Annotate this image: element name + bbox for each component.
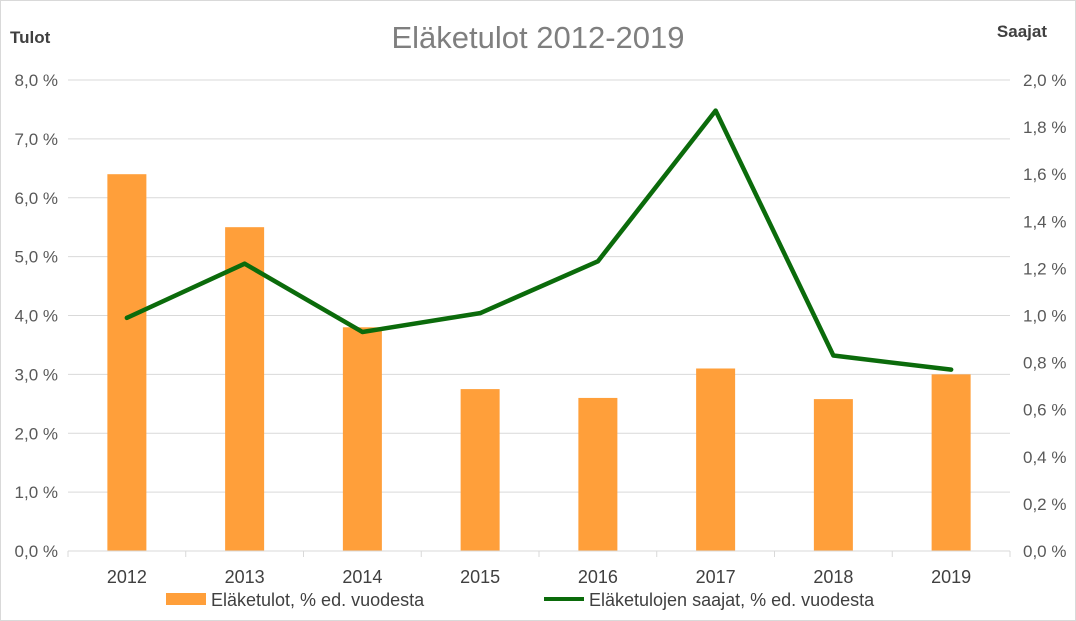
right-tick-label: 0,6 %: [1023, 401, 1066, 420]
left-tick-label: 5,0 %: [15, 248, 58, 267]
line-point: [124, 315, 129, 320]
right-tick-label: 1,2 %: [1023, 259, 1066, 278]
left-tick-label: 2,0 %: [15, 424, 58, 443]
series-line: [124, 108, 954, 372]
bar: [813, 399, 853, 551]
category-label: 2013: [225, 567, 265, 587]
left-tick-label: 7,0 %: [15, 130, 58, 149]
legend: Eläketulot, % ed. vuodesta Eläketulojen …: [166, 590, 875, 610]
bar: [342, 327, 382, 551]
chart-title: Eläketulot 2012-2019: [391, 20, 684, 55]
bar: [931, 374, 971, 551]
legend-line-label: Eläketulojen saajat, % ed. vuodesta: [589, 590, 875, 610]
bar: [696, 368, 736, 551]
right-tick-label: 1,6 %: [1023, 165, 1066, 184]
left-tick-label: 0,0 %: [15, 542, 58, 561]
line-point: [242, 261, 247, 266]
bar: [107, 174, 147, 551]
right-tick-label: 0,0 %: [1023, 542, 1066, 561]
left-axis-ticks: 0,0 % 1,0 % 2,0 % 3,0 % 4,0 % 5,0 % 6,0 % 7,0 %…: [15, 71, 58, 561]
category-label: 2012: [107, 567, 147, 587]
category-label: 2015: [460, 567, 500, 587]
bar: [225, 227, 265, 551]
right-axis-ticks: 0,0 % 0,2 % 0,4 % 0,6 % 0,8 % 1,0 % 1,2 % 1,4 %…: [1023, 71, 1066, 561]
left-axis-title: Tulot: [10, 28, 51, 47]
left-tick-label: 8,0 %: [15, 71, 58, 90]
category-label: 2014: [342, 567, 382, 587]
line-series: [124, 108, 954, 372]
category-label: 2016: [578, 567, 618, 587]
left-tick-label: 3,0 %: [15, 365, 58, 384]
category-label: 2017: [696, 567, 736, 587]
category-labels: 2012 2013 2014 2015 2016 2017 2018 2019: [67, 551, 1011, 587]
bar: [578, 397, 618, 551]
line-point: [831, 353, 836, 358]
line-point: [713, 108, 718, 113]
right-tick-label: 1,0 %: [1023, 307, 1066, 326]
gridlines: [68, 79, 1010, 493]
line-point: [360, 329, 365, 334]
left-tick-label: 1,0 %: [15, 483, 58, 502]
legend-bar-swatch: [166, 593, 206, 605]
line-point: [478, 311, 483, 316]
left-tick-label: 6,0 %: [15, 189, 58, 208]
bar-series: [107, 174, 971, 551]
line-point: [595, 259, 600, 264]
bar: [460, 389, 500, 551]
left-tick-label: 4,0 %: [15, 307, 58, 326]
right-tick-label: 0,4 %: [1023, 448, 1066, 467]
right-tick-label: 0,2 %: [1023, 495, 1066, 514]
right-tick-label: 2,0 %: [1023, 71, 1066, 90]
right-tick-label: 0,8 %: [1023, 354, 1066, 373]
right-tick-label: 1,4 %: [1023, 212, 1066, 231]
right-axis-title: Saajat: [997, 22, 1047, 41]
category-label: 2018: [813, 567, 853, 587]
category-label: 2019: [931, 567, 971, 587]
legend-bar-label: Eläketulot, % ed. vuodesta: [211, 590, 425, 610]
line-point: [949, 367, 954, 372]
right-tick-label: 1,8 %: [1023, 118, 1066, 137]
